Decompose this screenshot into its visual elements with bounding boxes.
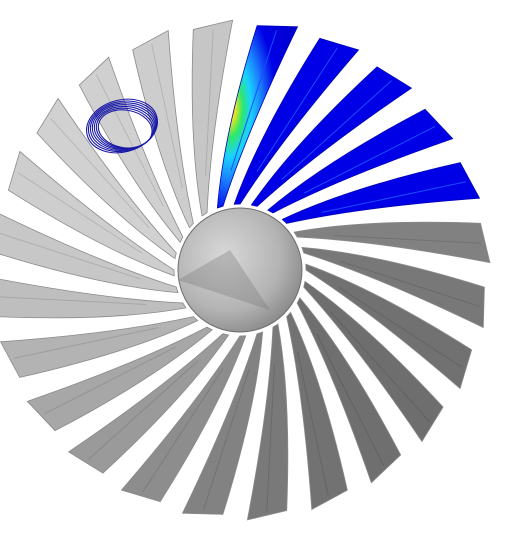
blade	[301, 246, 485, 329]
ring-marker	[91, 104, 156, 151]
blade-mesh-line	[316, 333, 385, 466]
ring-marker	[87, 100, 158, 153]
blade-mesh-line	[203, 369, 250, 510]
blade-mesh-line	[88, 360, 199, 460]
blade	[296, 297, 402, 484]
ring-marker	[89, 102, 157, 151]
ring-marker	[97, 109, 153, 149]
ring-marker-group	[86, 98, 158, 154]
blade-stress-highlighted	[233, 37, 360, 205]
blade	[246, 323, 289, 521]
blade-mesh-line	[0, 233, 141, 280]
blade-mesh-line	[266, 363, 275, 512]
blade-mesh-line	[256, 47, 338, 172]
blade-mesh-line	[297, 351, 329, 496]
blade-mesh-line	[17, 172, 142, 254]
blade	[303, 280, 444, 443]
blade	[181, 331, 264, 515]
blade	[120, 335, 247, 503]
blade	[0, 278, 187, 319]
blade	[36, 97, 177, 260]
blade-mesh-line	[95, 74, 164, 207]
blade	[67, 333, 230, 474]
blade-mesh-line	[303, 125, 436, 194]
blade-mesh-line	[151, 44, 183, 189]
blade-mesh-line	[44, 346, 177, 415]
blade-stress-highlighted	[267, 108, 454, 214]
blade-stress-highlighted	[281, 162, 481, 224]
blade-mesh-line	[14, 327, 159, 359]
blade	[132, 29, 194, 229]
blade	[293, 221, 491, 264]
blade	[305, 263, 473, 390]
blade-mesh-line	[230, 30, 277, 171]
blade-mesh-line	[142, 368, 224, 493]
blade-mesh-line	[330, 311, 430, 422]
blade-mesh-line	[321, 181, 466, 213]
blade-mesh-line	[281, 80, 392, 180]
blade	[0, 316, 199, 378]
blade-mesh-line	[50, 118, 150, 229]
ring-marker	[86, 98, 158, 154]
hub-group	[177, 207, 303, 333]
blade	[26, 326, 213, 432]
blade-mesh-line	[338, 286, 463, 368]
blade	[191, 19, 234, 217]
blade	[0, 213, 179, 294]
blade-mesh-line	[205, 28, 214, 177]
hub-spinner	[177, 207, 303, 333]
blade-mesh-line	[339, 260, 480, 307]
blade	[286, 311, 348, 511]
blade	[7, 150, 175, 277]
hub-facet-shadow	[178, 250, 270, 310]
ring-marker	[93, 105, 155, 150]
blade-mesh-line	[333, 235, 482, 244]
blade-mesh-line	[0, 296, 147, 305]
blade-stress-highlighted	[216, 25, 299, 209]
blade-group	[0, 19, 491, 521]
